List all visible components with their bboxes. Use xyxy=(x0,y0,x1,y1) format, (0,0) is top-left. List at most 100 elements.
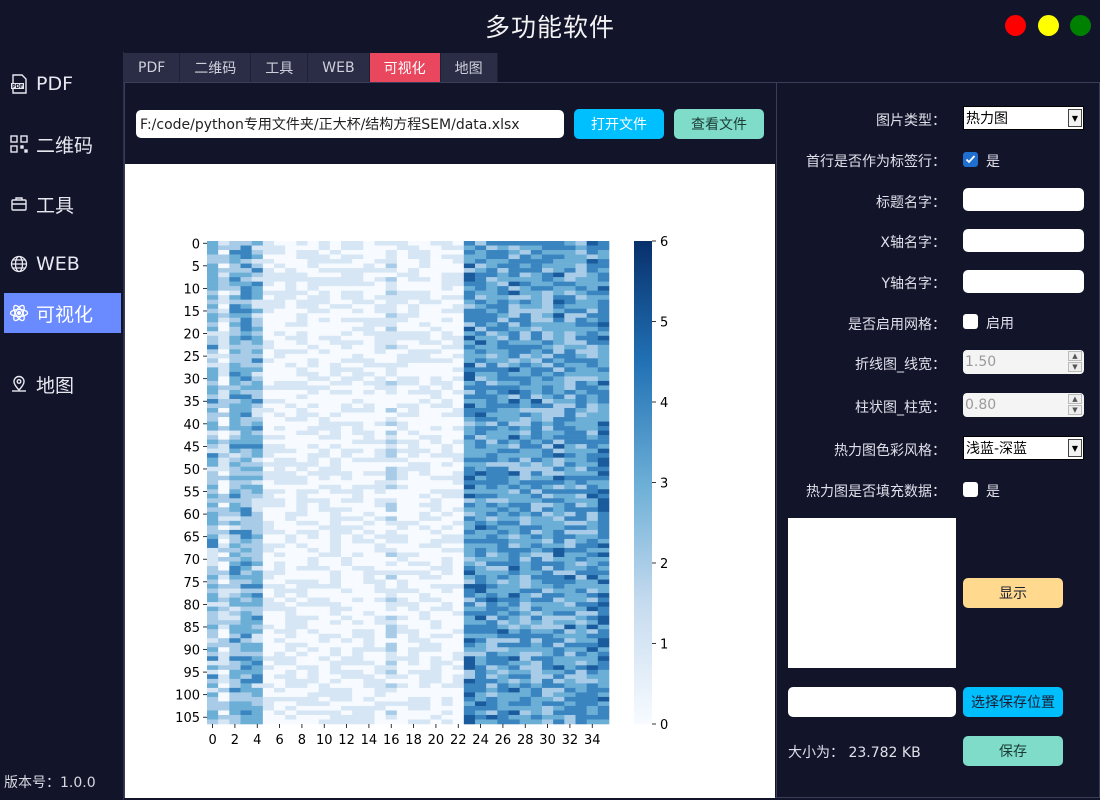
colormap-select[interactable]: 浅蓝-深蓝 ▼ xyxy=(963,436,1084,460)
open-file-button[interactable]: 打开文件 xyxy=(574,109,664,139)
bar-width-spinbox[interactable]: 0.80 ▲ ▼ xyxy=(963,393,1084,417)
sidebar-item-web[interactable]: WEB xyxy=(4,244,121,284)
heatmap-cell xyxy=(319,363,330,368)
tab-pdf[interactable]: PDF xyxy=(124,53,180,82)
heatmap-cell xyxy=(241,435,252,440)
sidebar-item-tools[interactable]: 工具 xyxy=(4,184,121,224)
heatmap-cell xyxy=(419,566,430,571)
tab-tools[interactable]: 工具 xyxy=(251,53,308,82)
heatmap-cell xyxy=(207,367,218,372)
tab-map[interactable]: 地图 xyxy=(441,53,498,82)
heatmap-cell xyxy=(274,413,285,418)
heatmap-cell xyxy=(352,440,363,445)
heatmap-cell xyxy=(386,435,397,440)
heatmap-cell xyxy=(386,313,397,318)
heatmap-cell xyxy=(352,471,363,476)
heatmap-cell xyxy=(229,543,240,548)
heatmap-cell xyxy=(598,264,609,269)
heatmap-cell xyxy=(285,255,296,260)
heatmap-cell xyxy=(319,539,330,544)
tab-qrcode[interactable]: 二维码 xyxy=(180,53,251,82)
heatmap-cell xyxy=(263,548,274,553)
heatmap-cell xyxy=(598,494,609,499)
heatmap-cell xyxy=(430,476,441,481)
heatmap-cell xyxy=(218,706,229,711)
sidebar-item-pdf[interactable]: PDF PDF xyxy=(4,64,121,104)
heatmap-cell xyxy=(263,385,274,390)
heatmap-cell xyxy=(453,534,464,539)
spin-up-icon[interactable]: ▲ xyxy=(1068,351,1082,361)
heatmap-cell xyxy=(330,679,341,684)
heatmap-cell xyxy=(475,643,486,648)
heatmap-cell xyxy=(308,286,319,291)
minimize-window-button[interactable] xyxy=(1038,15,1059,36)
heatmap-cell xyxy=(252,372,263,377)
heatmap-cell xyxy=(520,295,531,300)
heatmap-cell xyxy=(486,503,497,508)
yaxis-name-input[interactable] xyxy=(963,270,1084,293)
sidebar-item-qrcode[interactable]: 二维码 xyxy=(4,124,121,164)
heatmap-cell xyxy=(308,246,319,251)
heatmap-cell xyxy=(531,340,542,345)
heatmap-cell xyxy=(252,647,263,652)
header-row-checkbox[interactable] xyxy=(963,152,978,167)
sidebar-item-visualization[interactable]: 可视化 xyxy=(4,293,121,333)
close-window-button[interactable] xyxy=(1005,15,1026,36)
heatmap-cell xyxy=(263,471,274,476)
heatmap-cell xyxy=(430,701,441,706)
maximize-window-button[interactable] xyxy=(1070,15,1091,36)
heatmap-cell xyxy=(341,607,352,612)
chart-type-select[interactable]: 热力图 ▼ xyxy=(963,106,1084,130)
file-path-input[interactable] xyxy=(136,110,564,138)
heatmap-cell xyxy=(386,634,397,639)
heatmap-cell xyxy=(497,494,508,499)
save-button[interactable]: 保存 xyxy=(963,736,1063,766)
spin-down-icon[interactable]: ▼ xyxy=(1068,362,1082,372)
heatmap-cell xyxy=(520,327,531,332)
grid-checkbox[interactable] xyxy=(963,314,978,329)
xaxis-name-input[interactable] xyxy=(963,229,1084,252)
heatmap-cell xyxy=(419,363,430,368)
heatmap-cell xyxy=(419,710,430,715)
heatmap-cell xyxy=(497,259,508,264)
heatmap-cell xyxy=(341,471,352,476)
heatmap-cell xyxy=(252,255,263,260)
spin-down-icon[interactable]: ▼ xyxy=(1068,405,1082,415)
heatmap-cell xyxy=(486,643,497,648)
pdf-icon: PDF xyxy=(8,73,30,95)
heatmap-cell xyxy=(386,458,397,463)
heatmap-cell xyxy=(296,616,307,621)
heatmap-cell xyxy=(352,331,363,336)
heatmap-cell xyxy=(296,426,307,431)
heatmap-chart: 0510152025303540455055606570758085909510… xyxy=(125,164,775,798)
heatmap-cell xyxy=(241,485,252,490)
view-file-button[interactable]: 查看文件 xyxy=(674,109,764,139)
save-path-input[interactable] xyxy=(788,687,956,717)
tab-visualization[interactable]: 可视化 xyxy=(370,53,441,82)
line-width-spinbox[interactable]: 1.50 ▲ ▼ xyxy=(963,350,1084,374)
title-name-input[interactable] xyxy=(963,188,1084,211)
heatmap-cell xyxy=(553,584,564,589)
heatmap-cell xyxy=(587,376,598,381)
x-tick-label: 24 xyxy=(472,733,489,748)
annot-checkbox[interactable] xyxy=(963,482,978,497)
heatmap-cell xyxy=(486,440,497,445)
heatmap-cell xyxy=(263,643,274,648)
heatmap-cell xyxy=(375,404,386,409)
heatmap-cell xyxy=(330,652,341,657)
sidebar-item-map[interactable]: 地图 xyxy=(4,364,121,404)
heatmap-cell xyxy=(341,589,352,594)
heatmap-cell xyxy=(296,291,307,296)
choose-save-location-button[interactable]: 选择保存位置 xyxy=(963,687,1063,717)
heatmap-cell xyxy=(241,318,252,323)
heatmap-cell xyxy=(397,422,408,427)
heatmap-cell xyxy=(274,354,285,359)
show-button[interactable]: 显示 xyxy=(963,578,1063,608)
heatmap-cell xyxy=(352,683,363,688)
heatmap-cell xyxy=(509,485,520,490)
tab-web[interactable]: WEB xyxy=(308,53,369,82)
spin-up-icon[interactable]: ▲ xyxy=(1068,394,1082,404)
heatmap-cell xyxy=(285,679,296,684)
heatmap-cell xyxy=(564,367,575,372)
heatmap-cell xyxy=(598,543,609,548)
